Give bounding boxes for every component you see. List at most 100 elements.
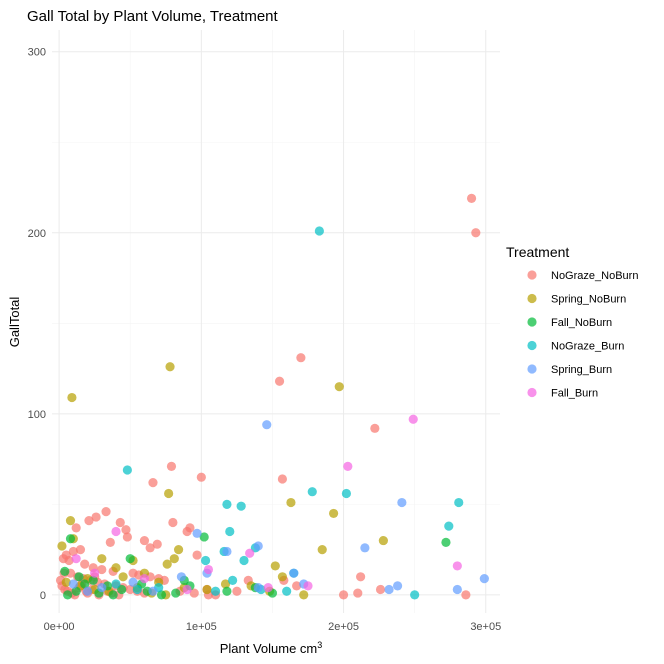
data-point [185,523,195,533]
legend: Treatment NoGraze_NoBurn Spring_NoBurn Fal… [506,244,638,400]
data-point [253,583,263,593]
data-point [370,423,380,433]
data-point [139,535,150,546]
data-point [228,575,238,586]
data-point [90,568,100,578]
data-point [408,414,418,424]
legend-key [527,270,537,280]
series-Fall_Burn [71,414,462,595]
data-point [222,546,232,557]
data-point [375,584,386,595]
data-point [128,577,138,587]
data-point [397,497,407,508]
data-point [176,572,187,582]
data-point [274,376,285,386]
data-point [292,581,302,591]
data-point [296,353,306,363]
legend-item: Spring_Burn [527,364,612,376]
data-point [479,573,489,584]
data-point [145,543,155,553]
data-point [84,516,94,526]
legend-key [527,293,537,304]
data-point [225,526,235,537]
data-point [270,561,280,571]
data-point [71,523,81,533]
data-point [68,579,78,589]
data-point [68,546,78,557]
data-point [71,554,81,564]
series-NoGraze_NoBurn [55,193,481,600]
data-point [253,541,263,551]
legend-label: Spring_Burn [551,364,612,376]
data-point [353,588,363,598]
data-point [61,577,71,587]
data-point [452,561,462,571]
data-point [341,488,351,499]
y-tick-label: 200 [28,228,46,240]
y-axis-ticks: 0 100 200 300 [28,47,46,602]
data-point [132,584,142,595]
legend-item: Fall_Burn [527,388,598,400]
legend-item: NoGraze_Burn [527,341,624,353]
data-point [82,586,93,596]
data-point [148,478,158,488]
data-point [192,528,202,538]
data-point [196,472,206,482]
data-point [88,575,98,586]
data-point [97,564,107,575]
x-axis-ticks: 0e+00 1e+05 2e+05 3e+05 [44,621,502,633]
legend-item: Spring_NoBurn [527,294,626,306]
data-point [80,579,90,589]
data-point [210,586,221,596]
data-point [111,526,121,537]
data-point [125,554,135,564]
data-point [192,550,202,560]
data-point [105,537,115,547]
legend-label: Fall_Burn [551,388,598,400]
data-point [222,586,232,596]
data-point [289,568,299,578]
data-point [232,586,242,596]
data-point [182,584,192,595]
data-point [317,545,327,555]
data-point [203,564,214,575]
data-point [444,521,454,531]
data-point [245,548,255,558]
data-point [410,590,420,600]
data-point [461,590,471,600]
data-point [57,541,67,551]
data-point [282,586,292,596]
legend-key [527,317,537,327]
data-point [202,584,212,595]
x-tick-label: 0e+00 [44,621,75,633]
data-point [74,572,84,582]
data-point [65,534,76,544]
data-point [441,537,451,547]
chart-title: Gall Total by Plant Volume, Treatment [27,8,279,25]
data-point [122,465,132,475]
x-axis-title: Plant Volume cm3 [220,640,323,656]
data-point [236,501,246,511]
data-point [378,535,388,546]
data-point [118,572,128,582]
data-point [220,579,231,589]
data-point [286,497,296,508]
data-point [222,499,232,509]
legend-key [527,387,537,398]
data-point [169,554,179,564]
legend-item: NoGraze_NoBurn [527,270,638,282]
data-point [263,583,273,593]
data-point [122,532,132,542]
legend-label: Spring_NoBurn [551,294,626,306]
data-point [165,362,175,372]
data-point [152,539,162,549]
data-point [307,487,317,497]
data-point [314,226,324,236]
y-tick-label: 0 [40,590,46,602]
data-point [338,590,349,600]
data-point [466,193,477,203]
data-point [115,517,125,528]
data-point [171,588,181,598]
data-point [199,532,209,542]
series-NoGraze_Burn [111,226,464,600]
